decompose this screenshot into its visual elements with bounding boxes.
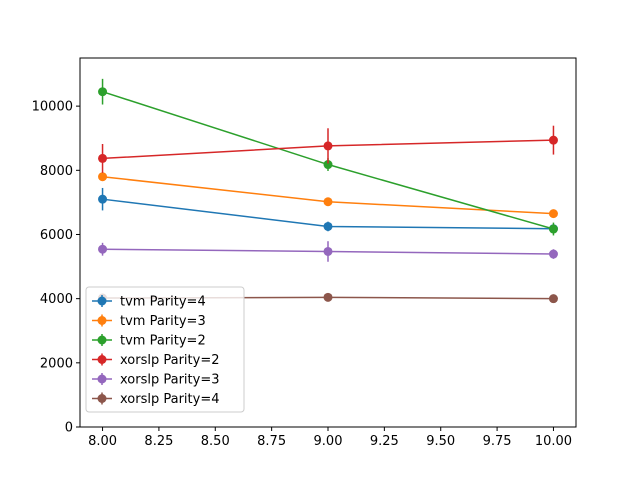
legend-swatch-marker xyxy=(97,296,107,306)
data-point xyxy=(98,172,108,182)
legend-label: tvm Parity=2 xyxy=(120,334,206,349)
legend-label: tvm Parity=3 xyxy=(120,314,206,329)
y-tick-label: 0 xyxy=(65,421,73,436)
legend-label: xorslp Parity=3 xyxy=(120,373,220,388)
legend-swatch-marker xyxy=(97,374,107,384)
series-3 xyxy=(98,78,558,236)
series-2 xyxy=(98,172,558,219)
data-point xyxy=(548,294,558,304)
x-tick-label: 9.25 xyxy=(370,434,399,449)
legend-entry: xorslp Parity=4 xyxy=(92,392,220,407)
legend-entry: xorslp Parity=3 xyxy=(92,373,220,388)
data-point xyxy=(98,87,108,97)
y-tick-label: 6000 xyxy=(40,228,73,243)
legend-swatch-marker xyxy=(97,335,107,345)
data-point xyxy=(323,141,333,151)
series-4 xyxy=(98,125,558,173)
legend-box xyxy=(85,286,245,413)
axes: 8.00 8.25 8.50 8.75 9.00 9.25 9.50 9.75 10.00 0 20… xyxy=(32,57,577,449)
data-point xyxy=(323,221,333,231)
data-point xyxy=(548,135,558,145)
data-point xyxy=(548,249,558,259)
legend: tvm Parity=4 tvm Parity=3 tvm Parity=2 xors… xyxy=(85,286,245,413)
legend-label: xorslp Parity=4 xyxy=(120,392,220,407)
legend-entry: tvm Parity=3 xyxy=(92,314,206,329)
data-point xyxy=(323,246,333,256)
x-tick-label: 10.00 xyxy=(535,434,572,449)
y-tick-label: 4000 xyxy=(40,292,73,307)
y-tick-label: 8000 xyxy=(40,164,73,179)
series-5 xyxy=(98,241,558,262)
plot-area xyxy=(98,78,558,304)
legend-label: tvm Parity=4 xyxy=(120,295,206,310)
data-point xyxy=(98,194,108,204)
legend-swatch-marker xyxy=(97,355,107,364)
data-point xyxy=(98,153,108,163)
y-tick-label: 2000 xyxy=(40,356,73,371)
legend-label: xorslp Parity=2 xyxy=(120,353,220,368)
legend-swatch-marker xyxy=(97,316,107,325)
data-point xyxy=(98,244,108,254)
data-point xyxy=(323,160,333,170)
x-tick-label: 8.50 xyxy=(201,434,230,449)
legend-swatch-marker xyxy=(97,394,107,403)
x-tick-label: 8.75 xyxy=(257,434,286,449)
y-tick-label: 10000 xyxy=(32,100,73,115)
x-tick-label: 9.00 xyxy=(314,434,343,449)
x-tick-label: 9.50 xyxy=(426,434,455,449)
x-tick-label: 8.00 xyxy=(88,434,117,449)
data-point xyxy=(548,209,558,219)
x-tick-label: 8.25 xyxy=(144,434,173,449)
data-point xyxy=(323,292,333,302)
data-point xyxy=(323,197,333,207)
legend-entry: tvm Parity=4 xyxy=(92,295,206,310)
data-point xyxy=(548,224,558,234)
x-tick-label: 9.75 xyxy=(483,434,512,449)
legend-entry: tvm Parity=2 xyxy=(92,334,206,349)
legend-entry: xorslp Parity=2 xyxy=(92,353,220,368)
